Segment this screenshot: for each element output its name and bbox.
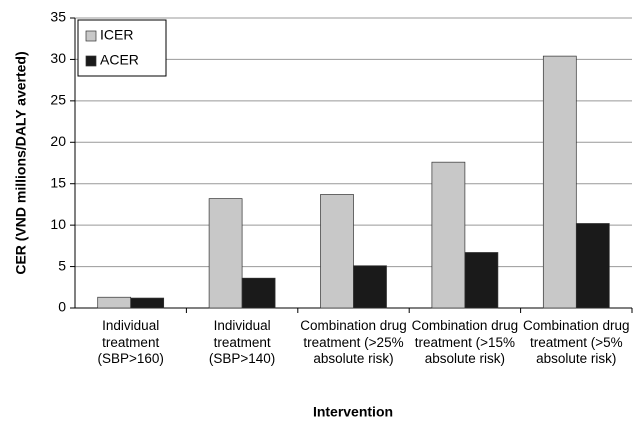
bar	[97, 296, 132, 309]
y-tick-label: 5	[58, 257, 66, 273]
bar	[464, 252, 499, 309]
y-tick-label: 30	[50, 50, 66, 66]
y-tick-label: 20	[50, 133, 66, 149]
bar	[575, 223, 610, 309]
x-tick-label: Individual treatment (SBP>140)	[208, 318, 276, 366]
legend-swatch	[85, 30, 97, 42]
bar	[431, 161, 466, 309]
x-tick-label: Combination drug treatment (>15% absolut…	[411, 318, 519, 366]
bar	[241, 277, 276, 309]
x-tick-label: Combination drug treatment (>5% absolute…	[523, 318, 630, 366]
y-tick-label: 15	[50, 174, 66, 190]
y-tick-label: 10	[50, 216, 66, 232]
legend-label: ACER	[100, 52, 139, 68]
bar	[320, 194, 354, 309]
y-axis-label: CER (VND millions/DALY averted)	[13, 51, 29, 274]
bar	[208, 198, 243, 309]
bar	[542, 55, 577, 309]
y-tick-label: 25	[50, 92, 66, 108]
legend-label: ICER	[100, 27, 133, 43]
legend-box	[77, 19, 167, 77]
x-axis-label: Intervention	[313, 404, 393, 420]
y-tick-label: 0	[58, 299, 66, 315]
bar	[353, 265, 387, 309]
y-tick-label: 35	[50, 9, 66, 25]
x-tick-label: Combination drug treatment (>25% absolut…	[300, 318, 407, 366]
bar	[130, 297, 165, 309]
x-tick-label: Individual treatment (SBP>160)	[97, 318, 164, 366]
legend-swatch	[85, 55, 97, 67]
